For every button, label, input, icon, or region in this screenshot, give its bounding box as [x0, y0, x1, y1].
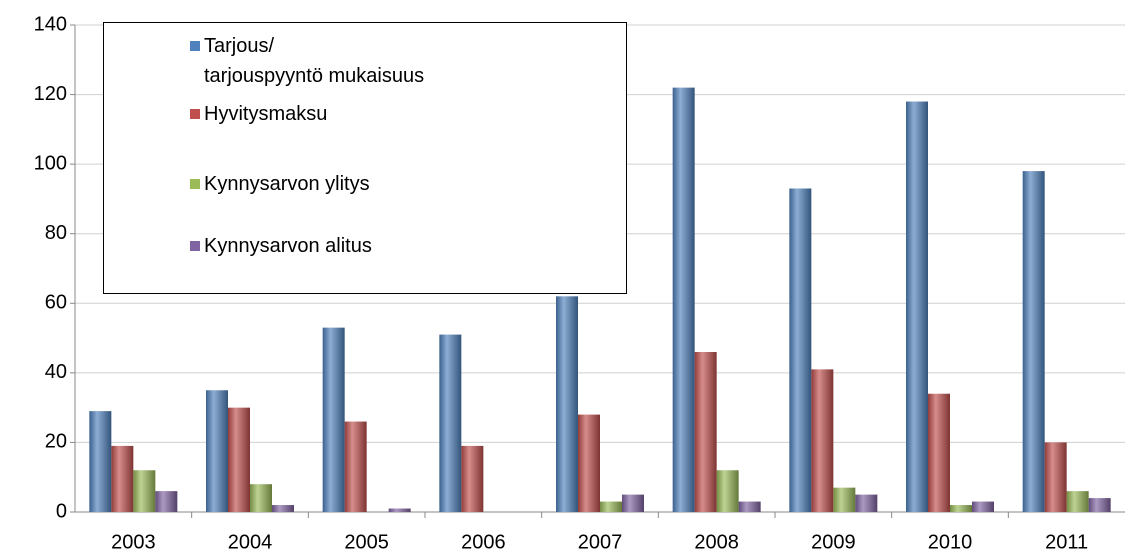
legend-label: Kynnysarvon ylitys — [204, 173, 370, 195]
bar — [694, 351, 717, 512]
bar — [206, 390, 228, 512]
legend-label: Hyvitysmaksu — [204, 103, 328, 125]
bar — [155, 491, 178, 512]
y-tick-label: 120 — [34, 83, 67, 105]
bar — [439, 334, 462, 512]
bar — [344, 421, 367, 512]
bar — [672, 87, 695, 512]
legend-swatch — [190, 41, 200, 51]
bar — [1088, 498, 1111, 512]
x-tick-label: 2011 — [1045, 531, 1088, 553]
legend-label: Kynnysarvon alitus — [204, 235, 372, 257]
legend-label: Tarjous/ tarjouspyyntö mukaisuus — [204, 35, 425, 87]
legend-swatch — [190, 179, 200, 189]
bar — [250, 484, 272, 512]
legend-item: Hyvitysmaksu — [190, 99, 328, 129]
x-tick-label: 2004 — [228, 531, 273, 553]
y-tick-label: 140 — [34, 13, 67, 35]
x-tick-label: 2005 — [344, 531, 389, 553]
y-tick-label: 60 — [45, 292, 67, 314]
bar — [833, 487, 856, 512]
bar — [322, 327, 345, 512]
legend-item: Kynnysarvon alitus — [190, 231, 372, 261]
y-tick-label: 100 — [34, 152, 67, 174]
y-tick-label: 40 — [45, 361, 67, 383]
bar — [972, 501, 994, 512]
legend-swatch — [190, 241, 200, 251]
bar — [133, 470, 156, 512]
bar — [272, 505, 294, 512]
bar — [811, 369, 834, 512]
x-tick-label: 2003 — [111, 531, 156, 553]
legend-item: Tarjous/ tarjouspyyntö mukaisuus — [190, 31, 425, 91]
bar — [716, 470, 739, 512]
x-tick-label: 2010 — [928, 531, 973, 553]
bar — [928, 393, 950, 512]
legend-swatch — [190, 109, 200, 119]
x-tick-label: 2007 — [578, 531, 623, 553]
y-tick-label: 20 — [45, 431, 67, 453]
legend: Tarjous/ tarjouspyyntö mukaisuus Hyvitysm… — [103, 22, 627, 294]
bar — [228, 407, 250, 512]
bar — [556, 296, 578, 512]
bar — [906, 101, 928, 513]
bar — [738, 501, 761, 512]
y-tick-label: 80 — [45, 222, 67, 244]
bar — [855, 494, 878, 512]
y-tick-label: 0 — [56, 500, 67, 522]
bar — [461, 445, 484, 512]
bar — [950, 505, 972, 512]
bar — [1066, 491, 1089, 512]
x-tick-label: 2009 — [811, 531, 856, 553]
x-tick-label: 2006 — [461, 531, 506, 553]
bar — [600, 501, 622, 512]
bar — [789, 188, 812, 512]
bar — [388, 508, 411, 512]
bar — [111, 445, 134, 512]
bar — [89, 411, 112, 512]
bar — [1044, 442, 1067, 512]
legend-item: Kynnysarvon ylitys — [190, 169, 370, 199]
x-tick-label: 2008 — [694, 531, 739, 553]
bar — [1022, 171, 1045, 512]
bar — [622, 494, 644, 512]
bar — [578, 414, 600, 512]
